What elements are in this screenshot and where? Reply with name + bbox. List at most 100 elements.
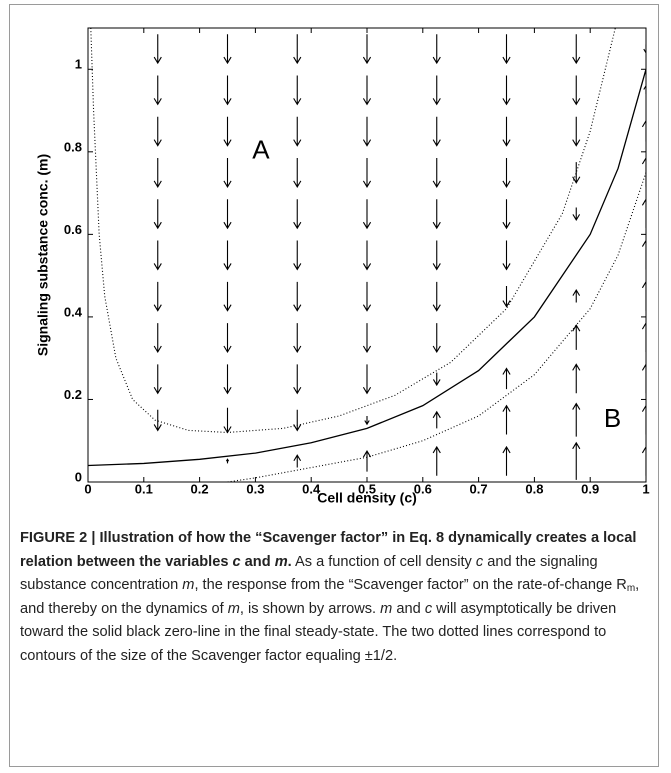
field-arrow (362, 199, 372, 230)
field-arrow (572, 75, 581, 106)
caption-sub: m (626, 583, 636, 595)
caption-text: As a function of cell density (291, 553, 476, 570)
x-tick-label: 0 (84, 481, 91, 496)
field-arrow (641, 239, 646, 270)
field-arrow (153, 75, 162, 106)
caption-text: , is shown by arrows. (239, 600, 381, 617)
field-arrow (223, 116, 232, 147)
x-tick-label: 1 (642, 481, 649, 496)
field-arrow (153, 158, 162, 188)
field-arrow (362, 364, 372, 395)
field-arrow (502, 240, 511, 271)
field-arrow (572, 324, 581, 350)
plot-area (88, 28, 646, 482)
field-arrow (364, 415, 370, 426)
field-arrow (223, 75, 232, 106)
field-arrow (572, 289, 581, 303)
field-arrow (641, 404, 646, 435)
field-arrow (502, 116, 511, 147)
field-arrow (641, 156, 646, 187)
caption-var: c (232, 553, 241, 570)
field-arrow (293, 323, 302, 354)
field-arrow (153, 364, 162, 395)
field-arrow (223, 407, 232, 434)
x-tick-label: 0.2 (191, 481, 209, 496)
field-arrow (223, 240, 232, 271)
field-arrow (362, 75, 372, 106)
caption-var: m (227, 600, 240, 617)
y-tick-label: 0.2 (64, 387, 82, 402)
field-arrow (502, 404, 511, 435)
chart: Cell density (c) Signaling substance con… (35, 27, 650, 506)
field-arrow (432, 281, 441, 312)
field-arrow (362, 34, 372, 65)
field-arrow (293, 364, 302, 395)
field-arrow (641, 363, 646, 394)
field-arrow (293, 281, 302, 312)
field-arrow (432, 158, 441, 188)
field-arrow (432, 445, 441, 476)
figure-frame (9, 4, 659, 767)
field-arrow (293, 409, 302, 432)
field-arrow (293, 454, 302, 468)
caption-var: c (475, 553, 484, 570)
caption-text: . (287, 553, 292, 570)
caption-var: c (424, 600, 433, 617)
caption-text: and (240, 553, 275, 570)
field-arrow (362, 116, 372, 147)
field-arrow (153, 409, 162, 432)
y-tick-label: 0 (75, 469, 82, 484)
field-arrow (432, 199, 441, 230)
field-arrow (153, 323, 162, 354)
field-arrow (362, 449, 372, 472)
field-arrow (502, 445, 511, 476)
region-label: A (252, 135, 270, 165)
field-arrow (432, 323, 441, 354)
y-tick-label: 1 (75, 57, 82, 72)
field-arrow (223, 34, 232, 65)
field-arrow (153, 281, 162, 312)
field-arrow (502, 285, 511, 308)
field-arrow (432, 372, 441, 387)
field-arrow (432, 116, 441, 147)
y-tick-label: 0.8 (64, 139, 82, 154)
field-arrow (432, 410, 441, 429)
field-arrow (572, 34, 581, 65)
field-arrow (502, 367, 511, 390)
field-arrow (153, 199, 162, 230)
field-arrow (572, 363, 581, 394)
field-arrow (641, 322, 646, 352)
caption-text: , and thereby on the dynamics of (20, 577, 640, 617)
field-arrow (502, 75, 511, 106)
x-tick-label: 0.4 (302, 481, 321, 496)
y-tick-label: 0.6 (64, 222, 82, 237)
field-arrow (225, 458, 230, 464)
field-arrow (223, 281, 232, 312)
field-arrow (223, 199, 232, 230)
x-tick-label: 0.3 (246, 481, 264, 496)
caption-var: m (380, 600, 393, 617)
field-arrow (223, 364, 232, 395)
y-tick-label: 0.4 (64, 304, 83, 319)
field-arrow (293, 199, 302, 230)
field-arrow (641, 445, 646, 476)
caption-text: and the signaling substance concentratio… (20, 553, 598, 594)
field-arrow (643, 44, 646, 54)
caption-title: FIGURE 2 | Illustration of how the “Scav… (20, 530, 636, 570)
field-arrow (153, 116, 162, 147)
field-arrow (293, 75, 302, 106)
field-arrow (362, 281, 372, 312)
contour-line (227, 172, 646, 482)
field-arrow (362, 240, 372, 271)
field-arrow (293, 34, 302, 65)
figure-caption: FIGURE 2 | Illustration of how the “Scav… (20, 527, 648, 669)
field-arrow (293, 116, 302, 147)
x-tick-label: 0.8 (525, 481, 543, 496)
field-arrow (641, 280, 646, 311)
field-arrow (293, 240, 302, 271)
contour-line (90, 28, 616, 434)
x-tick-label: 0.5 (358, 481, 376, 496)
caption-text: and (392, 600, 425, 617)
field-arrow (572, 207, 581, 221)
